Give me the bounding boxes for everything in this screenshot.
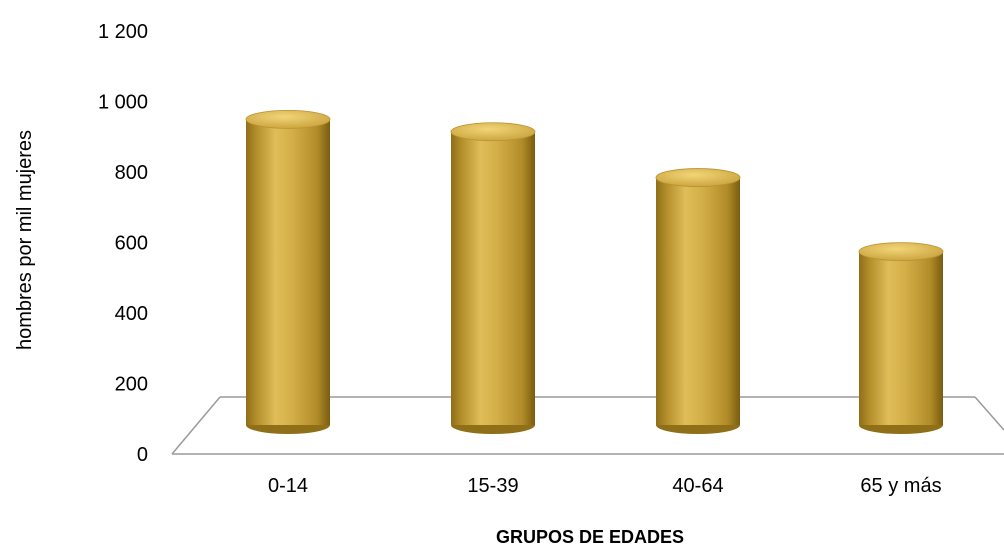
x-axis-title: GRUPOS DE EDADES xyxy=(496,527,684,547)
bar-top xyxy=(245,110,331,129)
y-tick-label: 0 xyxy=(137,444,148,466)
y-tick-label: 600 xyxy=(115,233,148,255)
floor-left-edge xyxy=(171,396,221,455)
bar-65-y-más xyxy=(858,242,944,434)
x-tick-label: 0-14 xyxy=(268,475,308,497)
bar-0-14 xyxy=(245,110,331,434)
x-tick-label: 15-39 xyxy=(467,475,518,497)
y-tick-label: 800 xyxy=(115,162,148,184)
x-axis: 0-14 15-39 40-64 65 y más xyxy=(268,475,942,497)
bar-40-64 xyxy=(655,168,741,434)
bars xyxy=(245,110,944,434)
x-tick-label: 65 y más xyxy=(860,475,941,497)
bar-top xyxy=(858,242,944,261)
floor-right-edge xyxy=(974,396,1004,431)
x-tick-label: 40-64 xyxy=(672,475,723,497)
bar-body xyxy=(246,119,330,426)
y-axis: 0 200 400 600 800 1 000 1 200 xyxy=(98,21,148,466)
bar-top xyxy=(655,168,741,187)
y-tick-label: 400 xyxy=(115,303,148,325)
bar-body xyxy=(656,177,740,425)
bar-body xyxy=(859,251,943,425)
y-axis-title: hombres por mil mujeres xyxy=(14,130,36,350)
y-tick-label: 1 000 xyxy=(98,92,148,114)
y-tick-label: 1 200 xyxy=(98,21,148,43)
bar-body xyxy=(451,131,535,426)
bar-top xyxy=(450,122,536,142)
y-tick-label: 200 xyxy=(115,374,148,396)
bar-15-39 xyxy=(450,122,536,434)
chart-floor xyxy=(171,396,1004,455)
